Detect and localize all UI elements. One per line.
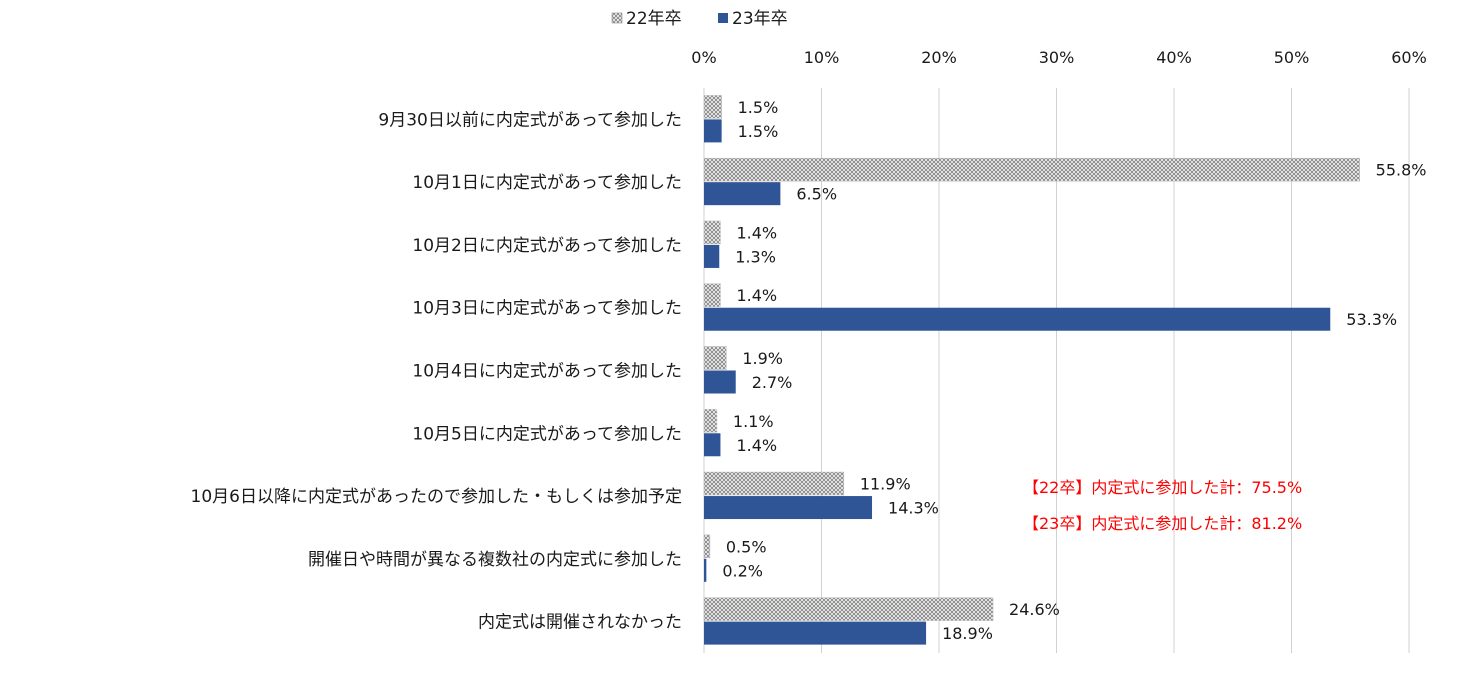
- annotation-22-total: 【22卒】内定式に参加した計：75.5%: [1023, 478, 1302, 497]
- data-label-22: 11.9%: [860, 475, 911, 494]
- category-label: 10月5日に内定式があって参加した: [412, 424, 682, 444]
- data-label-23: 14.3%: [888, 499, 939, 518]
- data-labels: 1.5% 1.5% 55.8% 6.5% 1.4% 1.3% 1.4% 53.3% 1.9% 2.…: [722, 98, 1426, 643]
- data-label-23: 2.7%: [752, 373, 793, 392]
- legend: 22年卒 23年卒: [611, 9, 788, 29]
- data-label-23: 1.3%: [735, 247, 776, 266]
- data-label-23: 1.5%: [738, 122, 779, 141]
- bar-22: [703, 283, 721, 307]
- data-label-23: 0.2%: [722, 561, 763, 580]
- gridlines: [703, 88, 1410, 653]
- x-tick-label: 50%: [1274, 48, 1310, 67]
- bar-22: [703, 471, 845, 496]
- category-label: 10月4日に内定式があって参加した: [412, 362, 682, 382]
- bar-23: [704, 370, 736, 394]
- bar-23: [704, 182, 781, 206]
- data-label-23: 18.9%: [942, 624, 993, 643]
- category-label: 内定式は開催されなかった: [478, 613, 682, 633]
- x-tick-label: 20%: [921, 48, 957, 67]
- data-label-22: 1.4%: [736, 223, 777, 242]
- data-label-22: 1.9%: [742, 349, 783, 368]
- data-label-22: 55.8%: [1376, 161, 1427, 180]
- x-tick-label: 0%: [691, 48, 716, 67]
- bar-23: [704, 496, 873, 520]
- legend-item-22-swatch: [611, 12, 623, 24]
- category-labels: 9月30日以前に内定式があって参加した 10月1日に内定式があって参加した 10月2…: [191, 110, 682, 632]
- bar-23: [704, 433, 721, 457]
- bar-22: [703, 95, 722, 119]
- bars: [703, 95, 1360, 645]
- annotation-23-total: 【23卒】内定式に参加した計：81.2%: [1023, 514, 1302, 533]
- x-tick-label: 40%: [1156, 48, 1192, 67]
- bar-23: [704, 558, 707, 582]
- category-label: 10月1日に内定式があって参加した: [412, 173, 682, 193]
- bar-22: [703, 157, 1360, 182]
- bar-22: [703, 346, 727, 370]
- data-label-23: 1.4%: [736, 436, 777, 455]
- category-label: 10月2日に内定式があって参加した: [412, 236, 682, 256]
- bar-23: [704, 307, 1331, 331]
- x-axis-ticks: 0% 10% 20% 30% 40% 50% 60%: [691, 48, 1426, 67]
- category-label: 開催日や時間が異なる複数社の内定式に参加した: [308, 550, 682, 570]
- legend-item-23-swatch: [718, 13, 728, 23]
- legend-item-23-label: 23年卒: [732, 9, 788, 29]
- bar-23: [704, 244, 720, 268]
- legend-item-22-label: 22年卒: [626, 9, 682, 29]
- x-tick-label: 10%: [804, 48, 840, 67]
- bar-23: [704, 621, 927, 645]
- data-label-22: 1.1%: [733, 412, 774, 431]
- category-label: 9月30日以前に内定式があって参加した: [378, 110, 682, 130]
- data-label-22: 1.5%: [738, 98, 779, 117]
- x-tick-label: 60%: [1391, 48, 1427, 67]
- data-label-22: 1.4%: [736, 286, 777, 305]
- annotations: 【22卒】内定式に参加した計：75.5% 【23卒】内定式に参加した計：81.2…: [1023, 478, 1302, 533]
- data-label-22: 24.6%: [1009, 600, 1060, 619]
- data-label-22: 0.5%: [726, 537, 767, 556]
- category-label: 10月6日以降に内定式があったので参加した・もしくは参加予定: [191, 487, 682, 507]
- category-label: 10月3日に内定式があって参加した: [412, 299, 682, 319]
- bar-22: [703, 409, 718, 433]
- bar-22: [703, 220, 721, 245]
- bar-23: [704, 119, 722, 143]
- data-label-23: 53.3%: [1346, 310, 1397, 329]
- x-tick-label: 30%: [1039, 48, 1075, 67]
- bar-22: [703, 534, 711, 559]
- data-label-23: 6.5%: [796, 185, 837, 204]
- bar-22: [703, 597, 994, 621]
